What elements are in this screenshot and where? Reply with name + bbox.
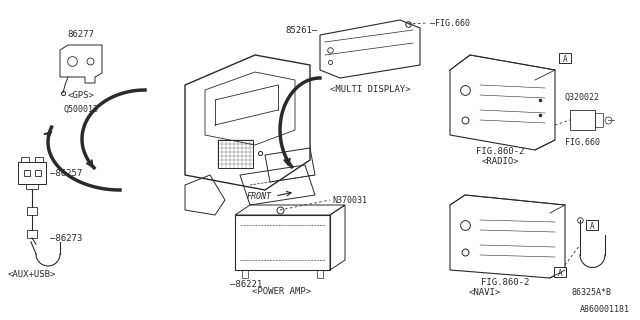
Bar [18, 162, 46, 184]
Bar [570, 110, 595, 130]
Text: N370031: N370031 [332, 196, 367, 204]
Text: —FIG.660: —FIG.660 [430, 19, 470, 28]
Bar [595, 113, 603, 127]
Text: FIG.660: FIG.660 [564, 138, 600, 147]
Bar [35, 157, 43, 162]
Text: A: A [589, 221, 595, 230]
Bar [218, 140, 253, 168]
Text: 86325A*B: 86325A*B [572, 288, 612, 297]
Bar [242, 270, 248, 278]
Bar [317, 270, 323, 278]
Text: A: A [557, 268, 563, 277]
Text: FRONT: FRONT [247, 191, 272, 201]
Text: Q500013: Q500013 [63, 105, 98, 114]
Bar [27, 230, 37, 238]
FancyBboxPatch shape [554, 267, 566, 277]
Text: A860001181: A860001181 [580, 305, 630, 314]
Text: —86257: —86257 [50, 169, 83, 178]
Text: FIG.860-2: FIG.860-2 [481, 278, 529, 287]
Text: <POWER AMP>: <POWER AMP> [252, 287, 312, 296]
Bar [26, 184, 38, 189]
Text: <NAVI>: <NAVI> [469, 288, 501, 297]
Text: FIG.860-2: FIG.860-2 [476, 147, 524, 156]
Text: <GPS>: <GPS> [68, 91, 95, 100]
Bar [27, 207, 37, 215]
FancyBboxPatch shape [586, 220, 598, 230]
Text: —86273: —86273 [50, 234, 83, 243]
FancyBboxPatch shape [559, 53, 571, 63]
Text: <MULTI DISPLAY>: <MULTI DISPLAY> [330, 85, 410, 94]
Text: <RADIO>: <RADIO> [481, 157, 519, 166]
Text: —86221: —86221 [230, 280, 262, 289]
Text: 86277: 86277 [68, 30, 95, 39]
Text: <AUX+USB>: <AUX+USB> [8, 270, 56, 279]
Text: Q320022: Q320022 [564, 93, 600, 102]
Bar [21, 157, 29, 162]
Text: A: A [563, 54, 567, 63]
Text: 85261—: 85261— [285, 26, 318, 35]
